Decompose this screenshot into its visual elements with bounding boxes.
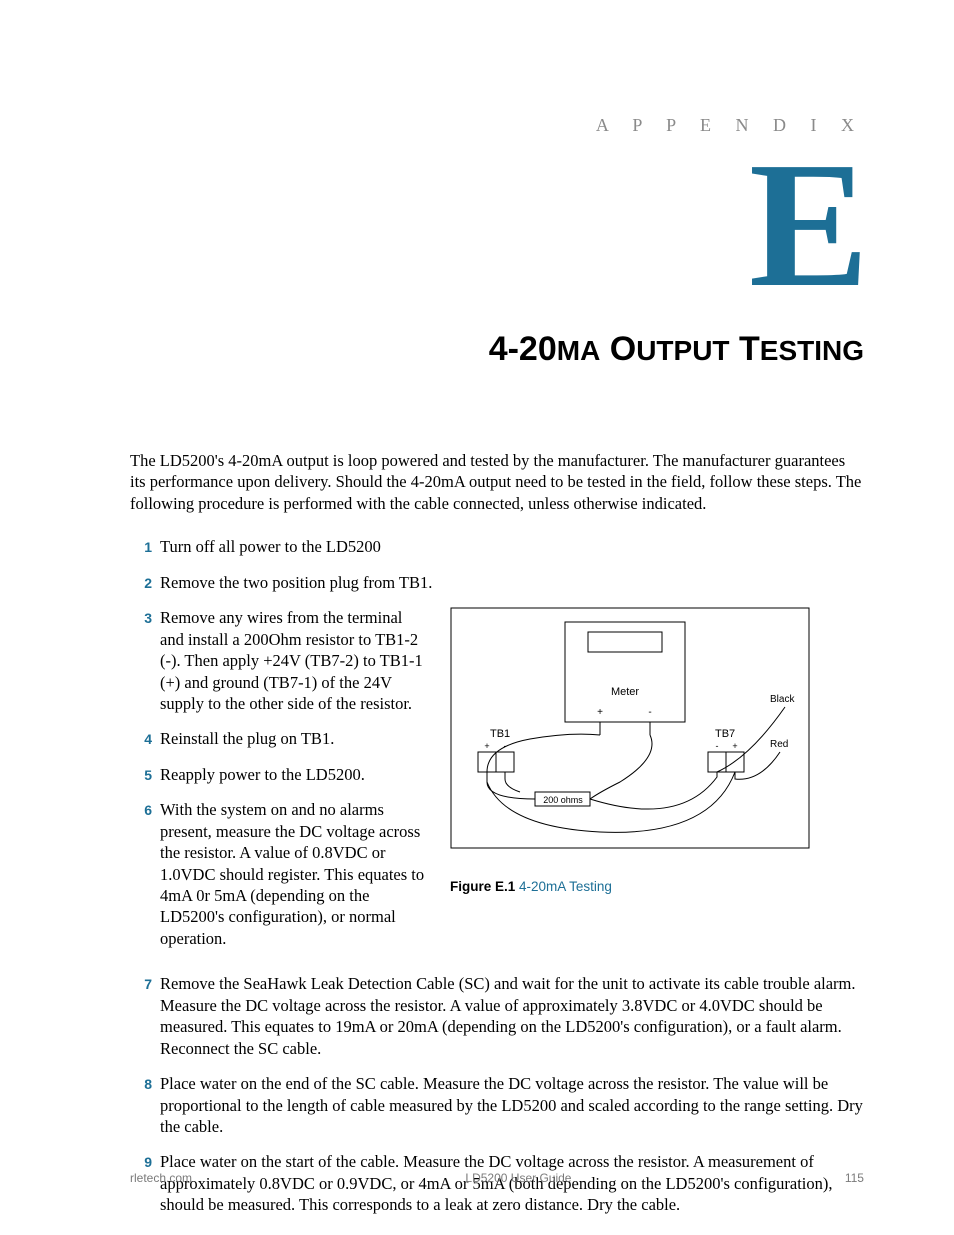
tb1-label: TB1: [490, 728, 510, 740]
step-6: 6With the system on and no alarms presen…: [130, 799, 430, 949]
title-part-1: 4-20: [489, 330, 557, 368]
meter-plus: +: [597, 707, 603, 718]
step-text: Remove any wires from the terminal and i…: [160, 607, 430, 714]
title-part-utput: UTPUT: [636, 335, 729, 366]
tb7-plus: +: [732, 741, 737, 751]
step-num: 5: [130, 764, 152, 785]
step-num: 1: [130, 536, 152, 557]
step-text: Reapply power to the LD5200.: [160, 764, 430, 785]
steps-list: 1 Turn off all power to the LD5200 2 Remov…: [130, 536, 864, 593]
step-4: 4 Reinstall the plug on TB1.: [130, 728, 430, 749]
meter-minus: -: [648, 707, 651, 718]
meter-label: Meter: [611, 686, 639, 698]
title-part-t: T: [739, 330, 760, 368]
step-num: 3: [130, 607, 152, 714]
resistor-label: 200 ohms: [543, 795, 583, 805]
step-num: 7: [130, 973, 152, 1059]
appendix-letter: E: [749, 135, 869, 315]
step-num: 2: [130, 572, 152, 593]
step-text: Place water on the end of the SC cable. …: [160, 1073, 864, 1137]
tb7-minus: -: [716, 741, 719, 751]
step-num: 4: [130, 728, 152, 749]
step-8: 8Place water on the end of the SC cable.…: [130, 1073, 864, 1137]
steps-list-left: 3Remove any wires from the terminal and …: [130, 607, 430, 949]
title-part-ma: MA: [557, 335, 601, 366]
red-label: Red: [770, 739, 788, 750]
step-num: 6: [130, 799, 152, 949]
tb7-label: TB7: [715, 728, 735, 740]
step-2: 2 Remove the two position plug from TB1.: [130, 572, 864, 593]
chapter-title: 4-20MA OUTPUT TESTING: [489, 330, 864, 369]
footer-left: rletech.com: [130, 1171, 192, 1185]
body-content: The LD5200's 4-20mA output is loop power…: [130, 450, 864, 1230]
left-column: 3Remove any wires from the terminal and …: [130, 607, 430, 963]
title-space2: [730, 330, 739, 368]
figure-caption: Figure E.1 4-20mA Testing: [450, 878, 864, 896]
footer-center: LD5200 User Guide: [465, 1171, 571, 1185]
step-num: 8: [130, 1073, 152, 1137]
title-part-o: O: [610, 330, 636, 368]
figure-caption-title: 4-20mA Testing: [519, 879, 612, 894]
step-5: 5 Reapply power to the LD5200.: [130, 764, 430, 785]
two-column-region: 3Remove any wires from the terminal and …: [130, 607, 864, 963]
black-label: Black: [770, 694, 795, 705]
step-text: With the system on and no alarms present…: [160, 799, 430, 949]
step-7: 7Remove the SeaHawk Leak Detection Cable…: [130, 973, 864, 1059]
tb1-plus: +: [484, 741, 489, 751]
step-text: Reinstall the plug on TB1.: [160, 728, 430, 749]
title-part-esting: ESTING: [760, 335, 864, 366]
right-column: Meter + - TB1 + - TB7 -: [450, 607, 864, 895]
step-3: 3Remove any wires from the terminal and …: [130, 607, 430, 714]
step-text: Remove the SeaHawk Leak Detection Cable …: [160, 973, 864, 1059]
page-footer: rletech.com LD5200 User Guide 115: [130, 1171, 864, 1185]
step-1: 1 Turn off all power to the LD5200: [130, 536, 864, 557]
figure-caption-label: Figure E.1: [450, 879, 515, 894]
intro-paragraph: The LD5200's 4-20mA output is loop power…: [130, 450, 864, 514]
figure-diagram: Meter + - TB1 + - TB7 -: [450, 607, 810, 862]
title-space: [600, 330, 609, 368]
step-text: Remove the two position plug from TB1.: [160, 572, 864, 593]
step-text: Turn off all power to the LD5200: [160, 536, 864, 557]
footer-right: 115: [845, 1171, 864, 1185]
